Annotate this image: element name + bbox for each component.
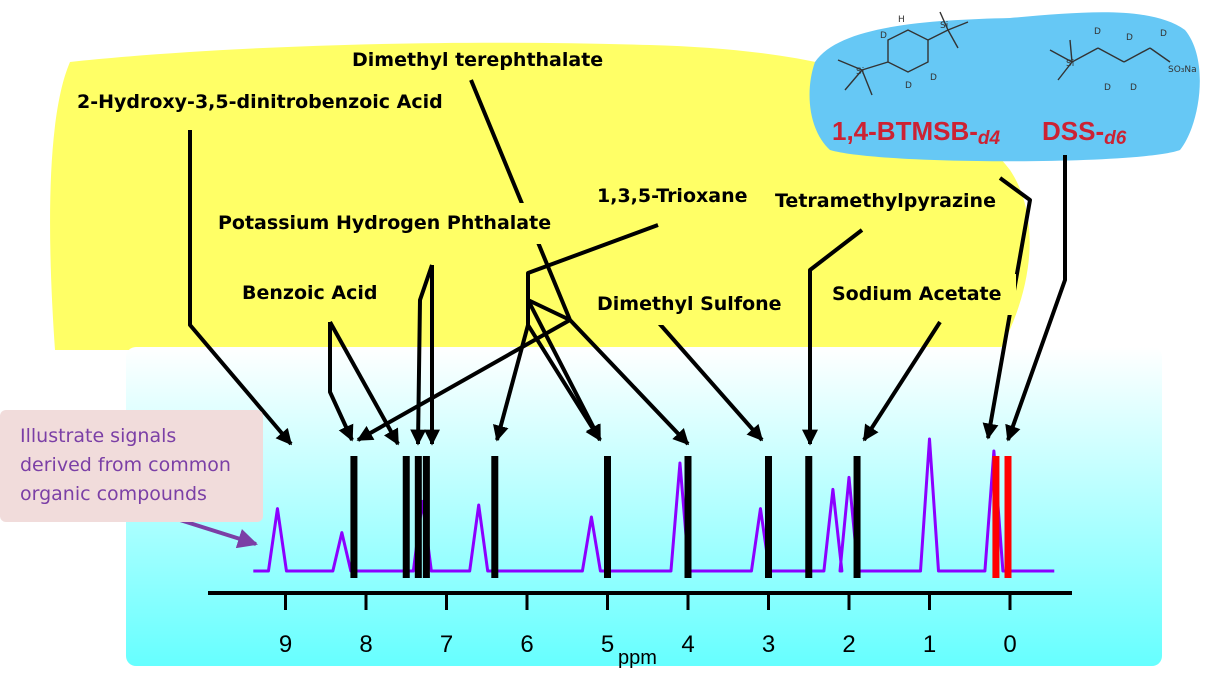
arrow [356, 318, 571, 442]
axis-tick-label: 6 [520, 631, 533, 658]
arrow-layer [179, 79, 1067, 549]
svg-text:Si: Si [1066, 59, 1074, 69]
arrow [188, 130, 293, 446]
arrow [982, 176, 1032, 440]
dss-structure-labels: Si D D D D D SO₃Na [1066, 27, 1197, 93]
label-tetramethylpyrazine: Tetramethylpyrazine [775, 190, 996, 212]
reference-label-btmsb: 1,4-BTMSB-d4 [832, 116, 1001, 149]
arrow [656, 320, 764, 442]
btmsb-structure-labels: D D Si Si H D [856, 15, 948, 91]
label-hydroxy-dinitrobenzoic-acid: 2-Hydroxy-3,5-dinitrobenzoic Acid [63, 82, 457, 123]
svg-text:D: D [1160, 29, 1167, 39]
callout-line: derived from common [20, 454, 231, 476]
arrow [410, 264, 434, 446]
label-benzoic-acid: Benzoic Acid [228, 273, 392, 314]
axis-tick-label: 4 [681, 631, 694, 658]
svg-text:Si: Si [856, 67, 864, 77]
svg-text:D: D [880, 31, 887, 41]
callout-line: Illustrate signals [20, 425, 177, 447]
axis-tick-label: 7 [440, 631, 453, 658]
reference-label-dss: DSS-d6 [1042, 116, 1127, 149]
label-sodium-acetate: Sodium Acetate [818, 274, 1016, 315]
label-dimethyl-sulfone: Dimethyl Sulfone [583, 284, 796, 325]
axis-tick-label: 2 [842, 631, 855, 658]
signal-marker-layer [350, 456, 1012, 578]
svg-text:Si: Si [940, 21, 948, 31]
arrow [1005, 155, 1067, 442]
arrow [526, 223, 659, 442]
callout-box: Illustrate signals derived from common o… [0, 410, 263, 522]
axis-unit-label: ppm [618, 647, 657, 669]
axis-tick-label: 1 [923, 631, 936, 658]
dss-structure-icon [1049, 39, 1171, 81]
svg-text:D: D [1094, 27, 1101, 37]
svg-text:D: D [1104, 83, 1111, 93]
axis-tick-label: 5 [601, 631, 614, 658]
svg-text:SO₃Na: SO₃Na [1168, 65, 1197, 75]
svg-text:D: D [1126, 33, 1133, 43]
label-trioxane: 1,3,5-Trioxane [583, 176, 762, 217]
arrow [802, 228, 864, 446]
callout-arrow [179, 518, 258, 549]
svg-text:D: D [1130, 83, 1137, 93]
spectrum-layer [253, 437, 1055, 573]
axis-tick-label: 0 [1003, 631, 1016, 658]
svg-text:D: D [930, 73, 937, 83]
svg-text:D: D [905, 81, 912, 91]
arrow [328, 322, 354, 442]
btmsb-structure-icon [837, 11, 969, 96]
label-dimethyl-terephthalate: Dimethyl terephthalate [352, 49, 604, 71]
ppm-axis: 9 8 7 6 5 4 3 2 1 0 ppm [208, 591, 1072, 669]
arrow [862, 320, 942, 442]
spectrum-line [253, 437, 1055, 573]
arrow [493, 324, 530, 442]
svg-text:H: H [898, 15, 905, 25]
callout-line: organic compounds [20, 483, 207, 505]
axis-tick-label: 3 [762, 631, 775, 658]
label-potassium-hydrogen-phthalate: Potassium Hydrogen Phthalate [204, 203, 566, 244]
axis-tick-label: 8 [359, 631, 372, 658]
axis-tick-label: 9 [279, 631, 292, 658]
